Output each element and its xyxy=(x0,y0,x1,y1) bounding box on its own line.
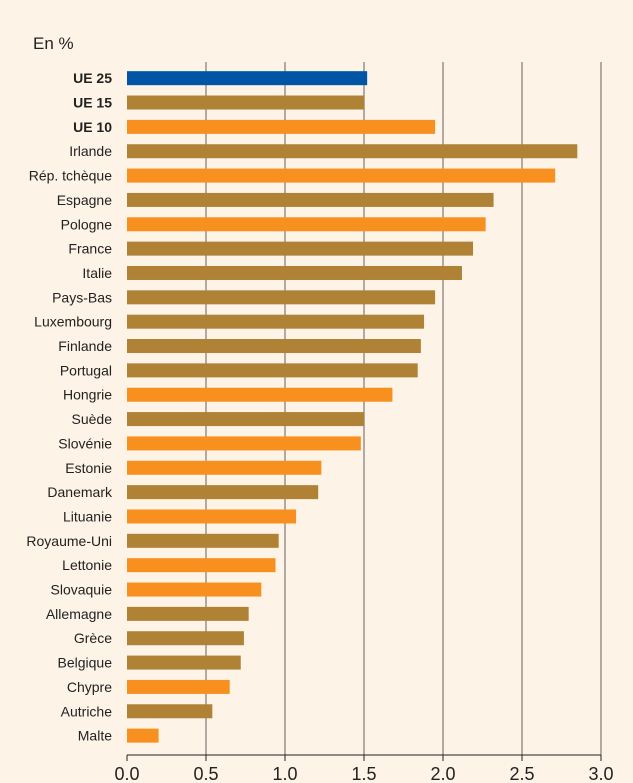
bar xyxy=(127,217,486,232)
category-label: Chypre xyxy=(67,679,112,695)
category-label: UE 10 xyxy=(73,119,112,135)
bar xyxy=(127,533,279,548)
bar xyxy=(127,95,364,110)
category-label: Slovénie xyxy=(58,435,112,451)
bars xyxy=(127,71,578,743)
x-tick-label: 2.0 xyxy=(430,764,455,783)
bar xyxy=(127,314,425,329)
category-label: Irlande xyxy=(69,143,112,159)
bar xyxy=(127,119,436,134)
category-label: Royaume-Uni xyxy=(26,533,112,549)
category-label: Autriche xyxy=(61,703,113,719)
category-label: Malte xyxy=(78,728,112,744)
bar xyxy=(127,485,319,500)
category-label: Pays-Bas xyxy=(52,289,112,305)
bar xyxy=(127,387,393,402)
category-label: Grèce xyxy=(74,630,112,646)
bar xyxy=(127,582,262,597)
x-tick-label: 2.5 xyxy=(509,764,534,783)
bar xyxy=(127,412,364,427)
category-label: France xyxy=(68,241,112,257)
category-label: Danemark xyxy=(47,484,113,500)
bar xyxy=(127,679,230,694)
category-label: Lettonie xyxy=(62,557,112,573)
x-tick-label: 0.5 xyxy=(193,764,218,783)
bar xyxy=(127,606,249,621)
x-tick-label: 0.0 xyxy=(114,764,139,783)
x-tick-label: 1.5 xyxy=(351,764,376,783)
bar xyxy=(127,241,474,256)
category-label: Portugal xyxy=(60,362,112,378)
bar xyxy=(127,144,578,159)
category-label: Belgique xyxy=(58,655,113,671)
bar xyxy=(127,168,556,183)
category-label: Rép. tchèque xyxy=(29,168,112,184)
bar xyxy=(127,290,436,305)
bar xyxy=(127,509,297,524)
category-label: Pologne xyxy=(61,216,113,232)
bar xyxy=(127,339,421,354)
bar xyxy=(127,728,159,743)
bar xyxy=(127,436,361,451)
bar xyxy=(127,265,462,280)
category-label: Finlande xyxy=(58,338,112,354)
category-label: Allemagne xyxy=(46,606,112,622)
bar xyxy=(127,558,276,573)
category-label: Hongrie xyxy=(63,387,112,403)
category-label: UE 25 xyxy=(73,70,112,86)
x-tick-label: 1.0 xyxy=(272,764,297,783)
category-label: Estonie xyxy=(65,460,112,476)
bar xyxy=(127,192,494,207)
bar xyxy=(127,363,418,378)
bar xyxy=(127,71,368,86)
category-label: Slovaquie xyxy=(51,582,113,598)
category-label: Lituanie xyxy=(63,508,112,524)
bar xyxy=(127,655,241,670)
bar xyxy=(127,631,244,646)
category-label: Suède xyxy=(72,411,113,427)
category-label: Italie xyxy=(82,265,112,281)
x-tick-label: 3.0 xyxy=(588,764,613,783)
bar xyxy=(127,460,322,475)
category-label: Luxembourg xyxy=(34,314,112,330)
unit-label: En % xyxy=(33,34,74,53)
category-label: Espagne xyxy=(57,192,112,208)
category-labels: UE 25 UE 15 UE 10 Irlande Rép. tchèque Espagn… xyxy=(26,70,113,743)
category-label: UE 15 xyxy=(73,95,112,111)
x-axis-ticks: 0.0 0.5 1.0 1.5 2.0 2.5 3.0 xyxy=(114,755,614,783)
bar xyxy=(127,704,213,719)
